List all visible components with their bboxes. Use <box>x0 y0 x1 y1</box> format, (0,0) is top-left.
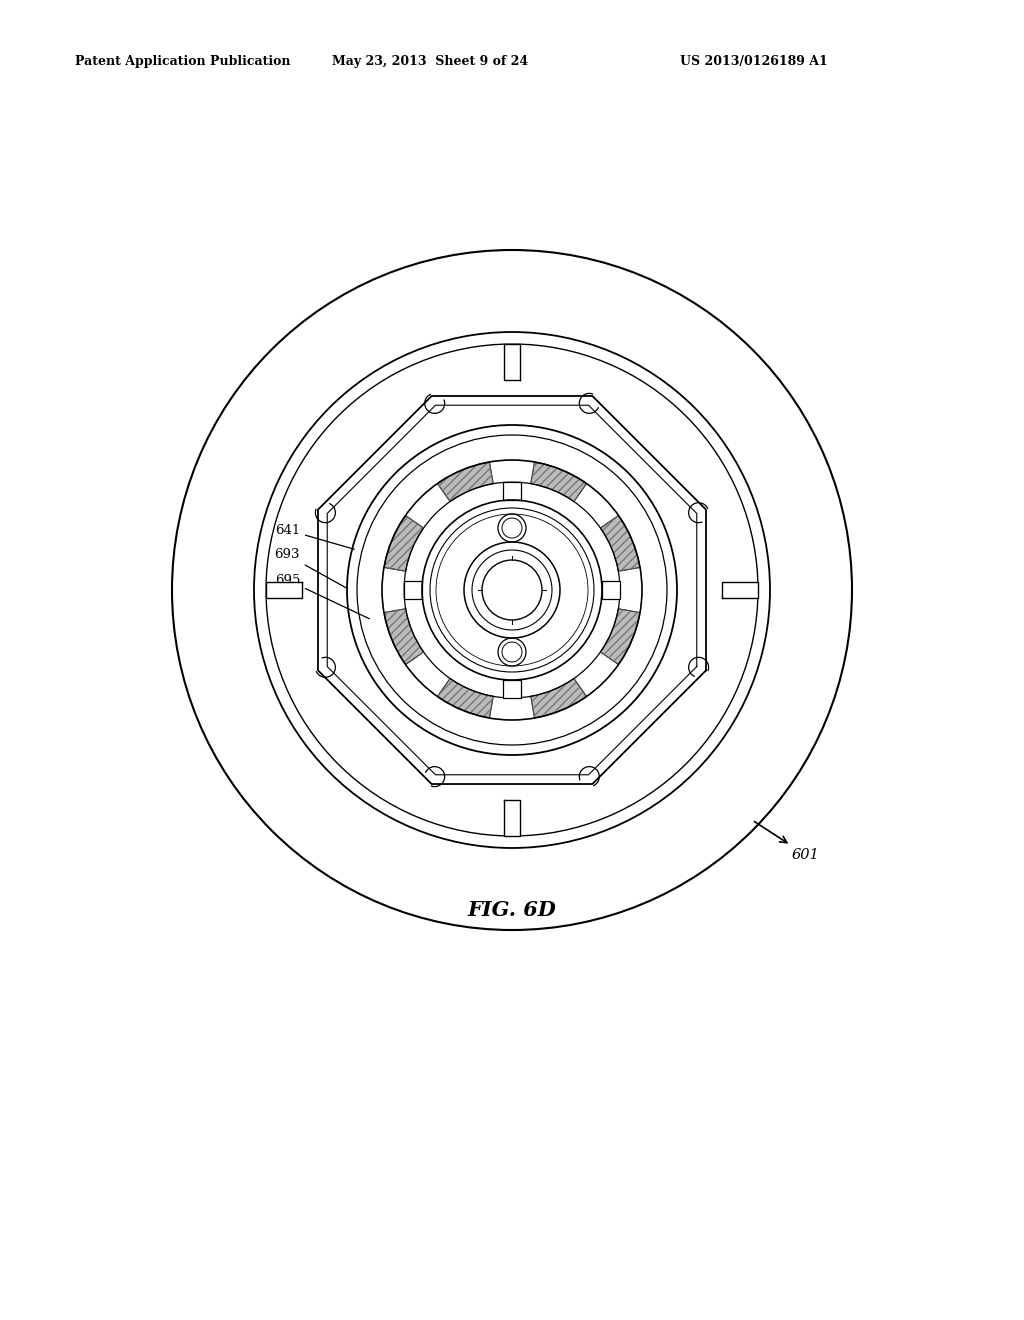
Text: 695: 695 <box>274 573 370 619</box>
Polygon shape <box>504 345 520 380</box>
Polygon shape <box>503 482 521 500</box>
Circle shape <box>502 517 522 539</box>
Text: May 23, 2013  Sheet 9 of 24: May 23, 2013 Sheet 9 of 24 <box>332 55 528 69</box>
Text: Patent Application Publication: Patent Application Publication <box>75 55 291 69</box>
Polygon shape <box>504 800 520 836</box>
Wedge shape <box>600 609 640 664</box>
Circle shape <box>482 560 542 620</box>
Wedge shape <box>600 515 640 572</box>
Polygon shape <box>503 680 521 698</box>
Polygon shape <box>722 582 758 598</box>
Text: 641: 641 <box>274 524 354 549</box>
Polygon shape <box>404 581 422 599</box>
Text: 693: 693 <box>274 549 347 589</box>
Text: FIG. 6D: FIG. 6D <box>468 900 556 920</box>
Polygon shape <box>602 581 620 599</box>
Wedge shape <box>384 515 424 572</box>
Wedge shape <box>530 678 587 718</box>
Wedge shape <box>437 678 494 718</box>
Wedge shape <box>384 609 424 664</box>
Polygon shape <box>266 582 302 598</box>
Wedge shape <box>530 462 587 502</box>
Text: 601: 601 <box>755 821 820 862</box>
Text: US 2013/0126189 A1: US 2013/0126189 A1 <box>680 55 827 69</box>
Circle shape <box>502 642 522 663</box>
Polygon shape <box>318 396 706 784</box>
Wedge shape <box>437 462 494 502</box>
